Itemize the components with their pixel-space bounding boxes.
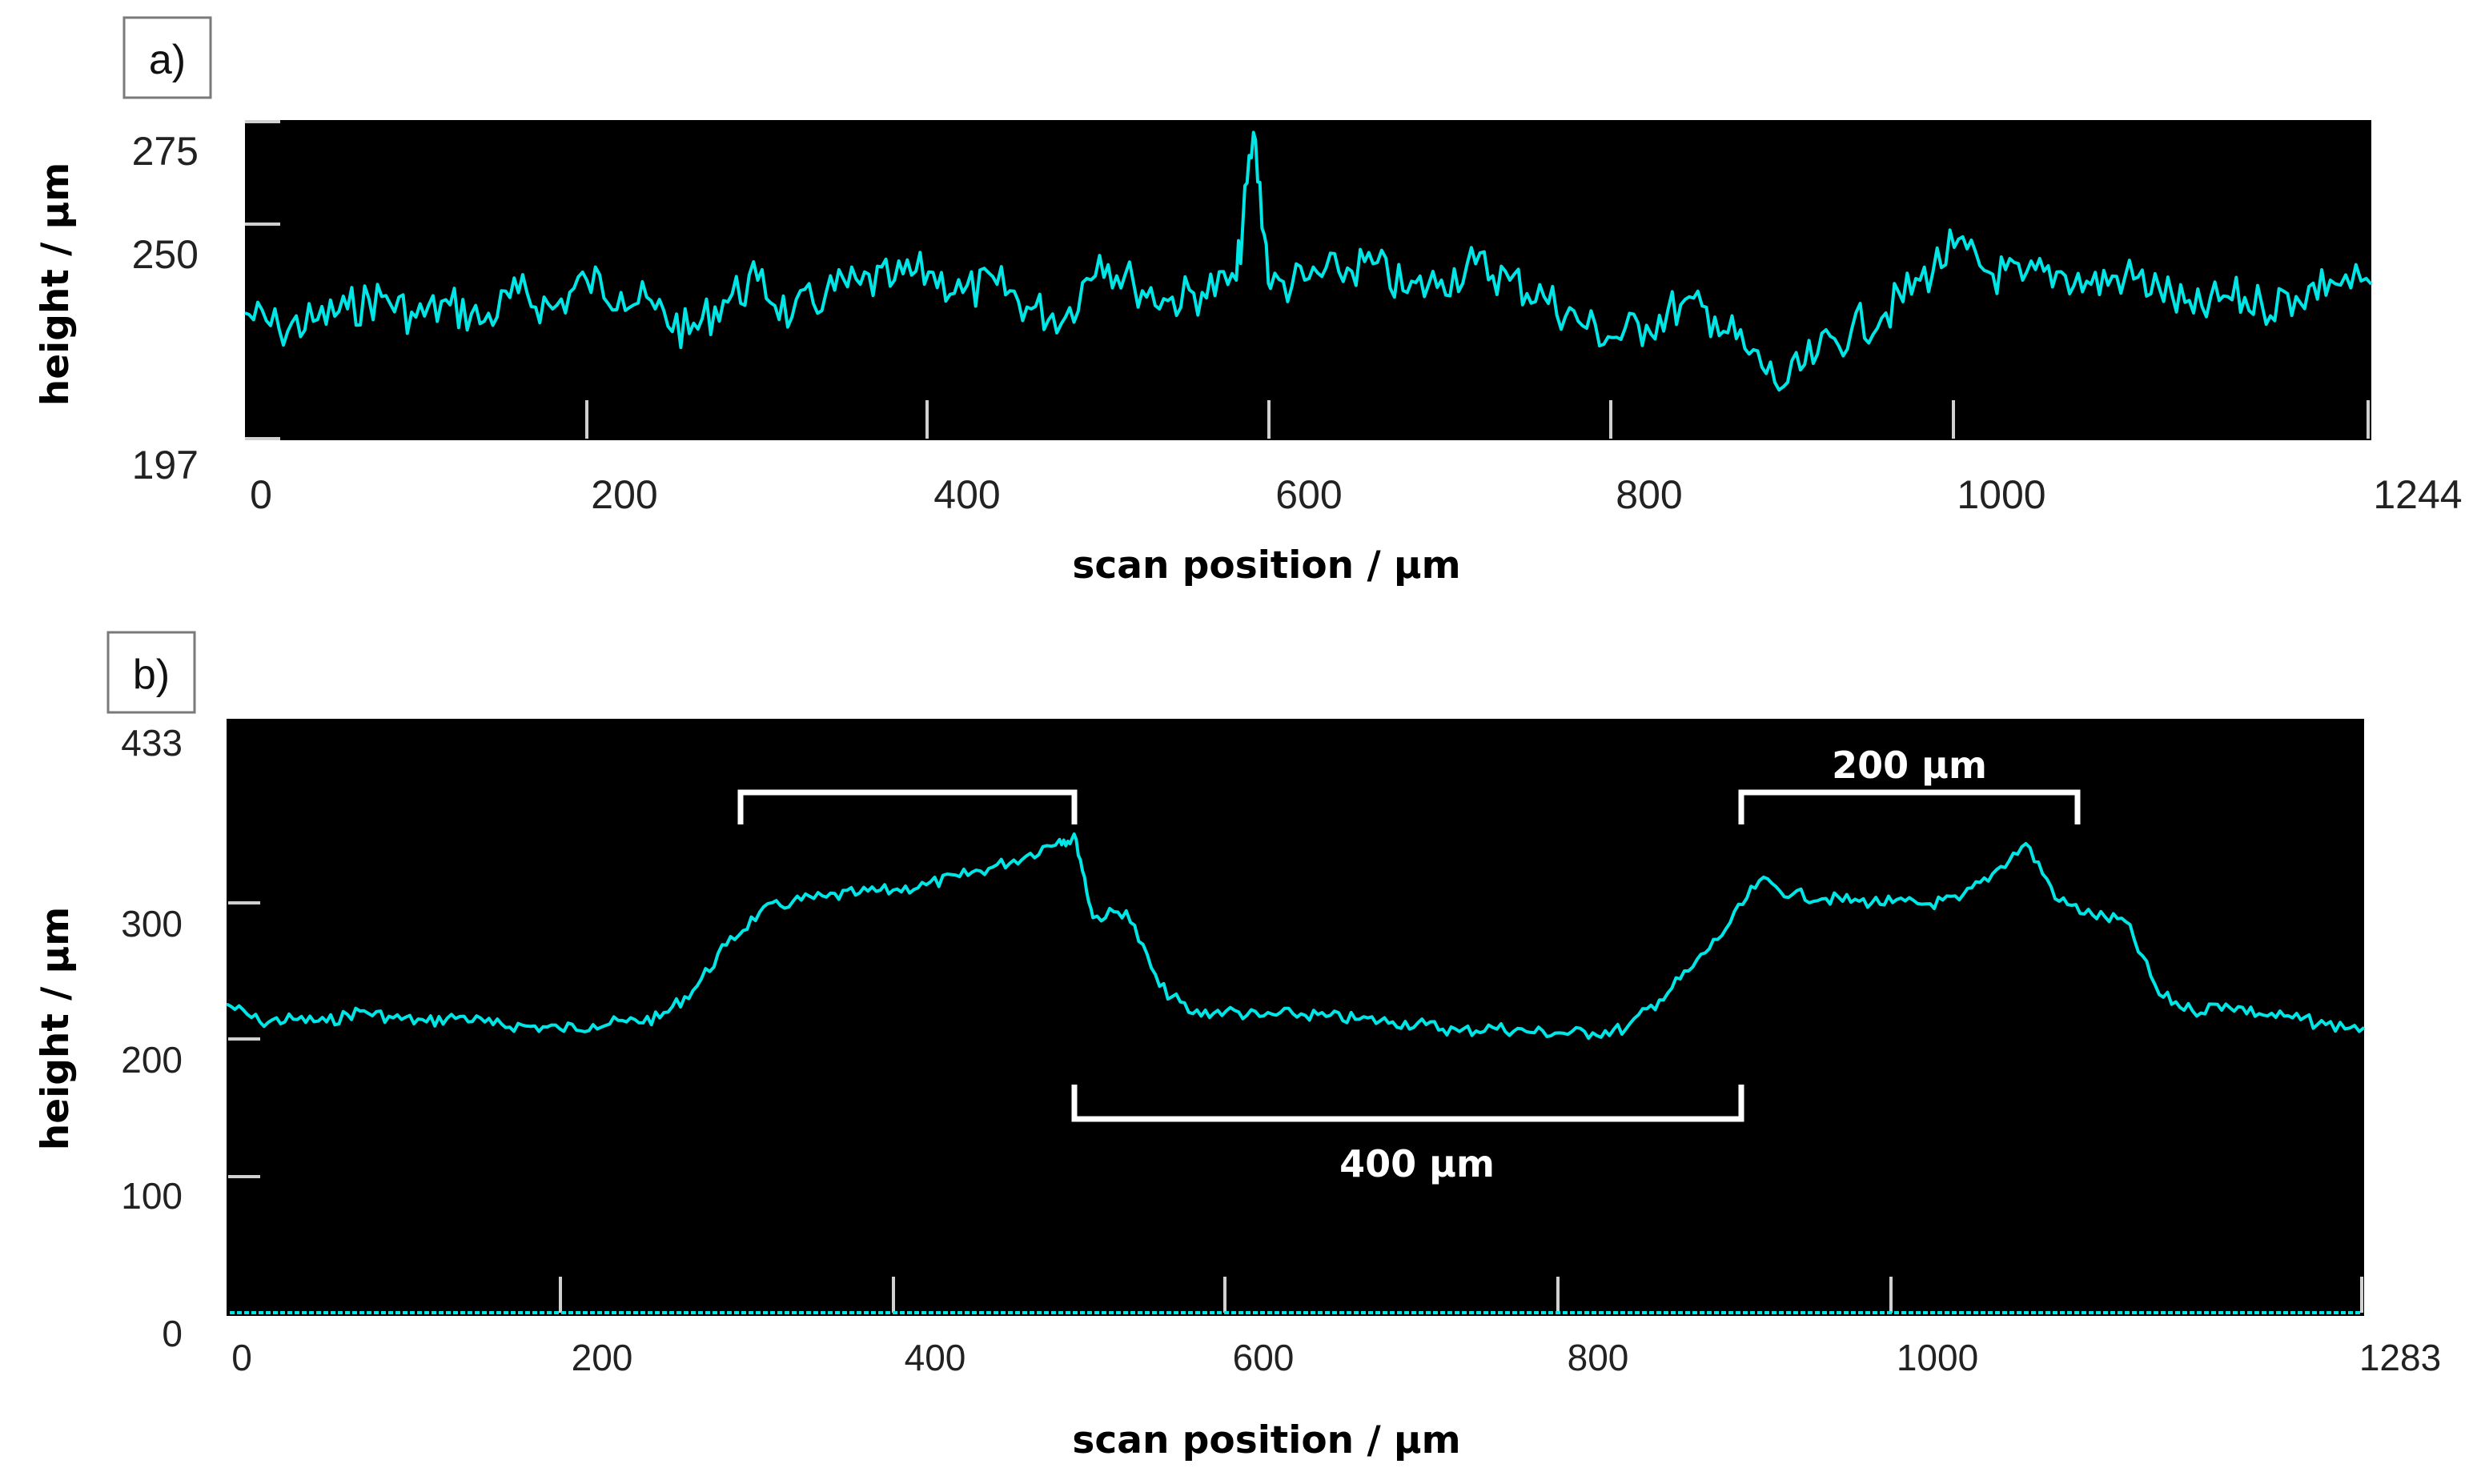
panel-a-x-tick-0: 0	[250, 472, 272, 517]
panel-b: b) 200 µm 400 µm 433 300 200 100 0 0 200…	[34, 632, 2441, 1462]
panel-b-x-tick-400: 400	[905, 1337, 966, 1378]
panel-b-y-axis-title: height / µm	[34, 907, 78, 1150]
panel-b-y-tick-433: 433	[121, 722, 183, 764]
panel-a-x-tick-200: 200	[591, 472, 657, 517]
panel-b-x-axis-title: scan position / µm	[1072, 1418, 1460, 1462]
panel-a-x-tick-600: 600	[1275, 472, 1342, 517]
panel-b-x-tick-600: 600	[1233, 1337, 1295, 1378]
panel-a-y-tick-250: 250	[132, 232, 199, 277]
panel-b-x-tick-1000: 1000	[1897, 1337, 1978, 1378]
panel-b-y-tick-200: 200	[121, 1039, 183, 1081]
annotation-200um: 200 µm	[1832, 744, 1987, 787]
panel-a-x-axis-title: scan position / µm	[1072, 543, 1460, 588]
panel-b-x-tick-200: 200	[572, 1337, 633, 1378]
panel-b-tag: b)	[133, 652, 170, 698]
panel-b-y-tick-300: 300	[121, 903, 183, 945]
panel-a-y-tick-197: 197	[132, 443, 199, 487]
panel-b-y-tick-0: 0	[162, 1313, 183, 1354]
panel-a-x-tick-800: 800	[1616, 472, 1682, 517]
panel-a-y-axis-title: height / µm	[34, 162, 78, 406]
panel-a-tag: a)	[149, 37, 186, 83]
panel-a-x-tick-1244: 1244	[2373, 472, 2462, 517]
panel-b-y-tick-100: 100	[121, 1175, 183, 1217]
panel-a: a) 275 250 197 0 200 400 600 800 1000 12…	[34, 18, 2463, 588]
panel-a-y-tick-275: 275	[132, 129, 199, 174]
annotation-400um: 400 µm	[1339, 1142, 1495, 1185]
panel-b-x-tick-1283: 1283	[2359, 1337, 2441, 1378]
panel-b-x-tick-0: 0	[231, 1337, 252, 1378]
panel-b-x-tick-800: 800	[1568, 1337, 1629, 1378]
panel-a-x-tick-400: 400	[933, 472, 1000, 517]
panel-a-x-tick-1000: 1000	[1957, 472, 2045, 517]
